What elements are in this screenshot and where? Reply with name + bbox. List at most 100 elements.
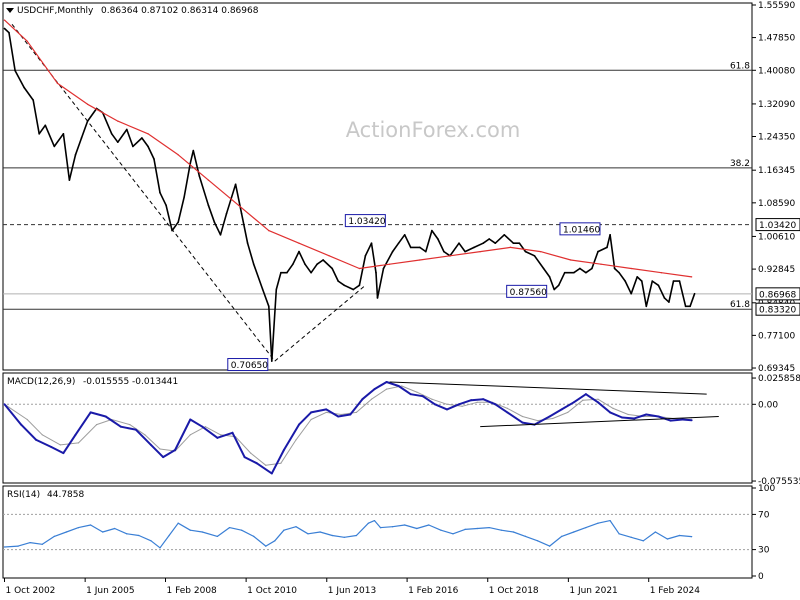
price-line-point [630,293,632,295]
macd-signal-line-segment [567,399,584,413]
rsi-line-segment [654,531,669,540]
rsi-line-point [168,534,170,537]
macd-signal-line-segment [340,411,357,415]
price-line-segment [403,234,412,249]
y-tick-label: 0.77100 [758,331,795,341]
price-line-point [636,276,638,278]
price-line-point [358,284,360,286]
moving-average-line-segment [328,255,360,270]
price-line-point [23,86,25,89]
rsi-line-segment [548,535,563,547]
macd-signal-line-point [59,444,62,446]
ohlc-readout: 0.86364 0.87102 0.86314 0.86968 [101,6,259,16]
price-line-point [678,280,681,282]
macd-signal-line-point [370,398,373,400]
moving-average-line-segment [389,259,421,265]
dropdown-triangle-icon[interactable] [6,8,14,13]
price-line-point [147,145,149,147]
price-line-segment [177,196,185,223]
macd-main-line-point [482,398,484,400]
macd-main-line-point [90,411,92,413]
price-line-point [271,360,273,362]
price-line-segment [443,250,451,257]
rsi-line-segment [319,531,333,537]
rsi-line-point [159,547,161,549]
macd-main-line-segment [548,408,563,418]
rsi-line-point [253,535,255,538]
price-line-point [645,305,647,307]
macd-signal-line-segment [582,398,599,401]
macd-main-line-point [120,426,122,428]
price-line-point [171,230,173,232]
x-tick-label: 1 Oct 2018 [489,586,539,596]
macd-main-line-point [561,408,563,410]
x-tick-label: 1 Jun 2021 [569,586,617,596]
fib-level-label: 61.8 [730,300,750,310]
price-line-point [44,124,46,126]
macd-signal-line-segment [310,411,327,420]
macd-signal-line-segment [26,419,43,436]
macd-signal-line-point [325,411,327,413]
rsi-line-segment [642,531,657,542]
price-line-segment [23,86,35,101]
rsi-line-segment [666,534,681,540]
macd-main-line-point [609,411,611,413]
price-line-point [235,183,237,185]
moving-average-line-segment [86,103,119,122]
rsi-line-point [666,538,669,540]
macd-main-line-segment [150,443,165,459]
price-line-segment [316,259,324,266]
price-line-segment [375,271,379,299]
price-line-point [62,133,64,135]
macd-signal-line-point [310,418,312,421]
price-line-point [382,267,385,270]
rsi-line-point [331,534,333,537]
macd-main-line-segment [255,462,273,475]
price-line-point [624,280,626,282]
rsi-line-point [440,529,442,531]
macd-main-line-point [669,420,672,422]
price-line-point [219,234,222,236]
macd-signal-line-point [96,424,98,426]
macd-main-line-point [470,399,472,401]
macd-main-line-point [201,426,203,428]
rsi-line-segment [597,519,611,524]
price-line-segment [609,234,616,270]
macd-main-line-point [135,429,137,431]
rsi-line-point [691,536,693,538]
price-line-point [443,251,445,253]
macd-main-line-segment [20,423,38,441]
price-line-point [247,242,249,244]
price-line-point [268,305,270,307]
macd-main-line-segment [349,398,364,416]
rsi-line [3,519,693,549]
price-line-point [364,255,366,257]
macd-main-line-segment [633,413,648,420]
price-line-segment [391,242,400,253]
price-line-point [183,196,185,198]
rsi-line-segment [452,528,466,535]
annotation-label: 1.01460 [563,225,600,235]
rsi-line-segment [464,527,478,531]
macd-main-line-point [325,408,327,410]
price-line-segment [548,276,556,291]
moving-average-line-point [509,246,511,248]
price-right-label: 0.86968 [755,287,800,301]
macd-main-line-segment [74,411,92,436]
macd-main-line-segment [134,428,152,446]
rsi-line-segment [168,522,179,537]
price-line-point [68,179,70,181]
price-line-point [213,221,215,223]
macd-main-line-segment [385,381,400,387]
price-trendline [274,284,366,362]
macd-main-line-point [361,398,363,400]
price-line-segment [668,280,675,303]
price-line-segment [343,284,355,291]
rsi-line-segment [189,529,203,533]
macd-main-line-segment [597,401,612,414]
rsi-line-point [265,545,267,547]
price-line-point [410,246,412,248]
rsi-line-segment [416,524,430,530]
price-line-point [404,234,406,236]
watermark: ActionForex.com [346,118,521,142]
